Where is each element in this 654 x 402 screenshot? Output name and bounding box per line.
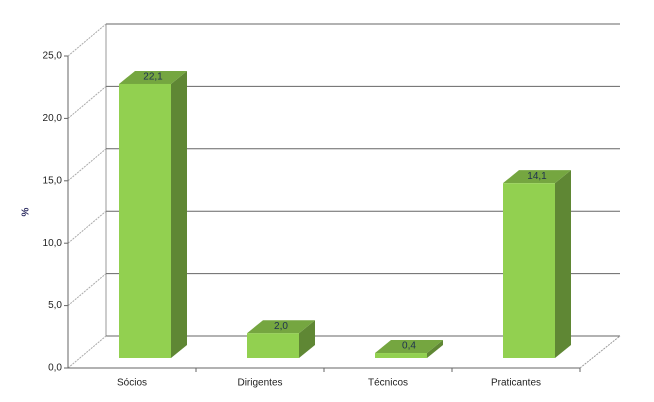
- bar-side: [555, 170, 571, 358]
- value-label: 2,0: [274, 321, 288, 332]
- grid-diagonal: [67, 23, 107, 57]
- grid-diagonal: [67, 86, 107, 119]
- grid-diagonal: [67, 210, 107, 244]
- y-tick-label: 25,0: [43, 51, 63, 62]
- y-tick-label: 20,0: [43, 113, 63, 124]
- bar: [375, 353, 427, 358]
- bar-top: [247, 320, 315, 334]
- y-tick-label: 0,0: [48, 363, 62, 374]
- bar-top: [503, 170, 571, 184]
- value-label: 22,1: [143, 72, 163, 83]
- x-tick-label: Técnicos: [368, 378, 408, 389]
- y-tick-label: 15,0: [43, 175, 63, 186]
- bar: [119, 83, 171, 359]
- floor-edge: [579, 335, 621, 369]
- bar-side: [171, 70, 187, 359]
- grid-diagonal: [67, 273, 107, 306]
- bar-top: [375, 340, 443, 354]
- value-label: 14,1: [527, 171, 547, 182]
- bar-top: [119, 70, 187, 84]
- grid-diagonal: [67, 335, 107, 369]
- x-tick-label: Sócios: [117, 378, 147, 389]
- grid-diagonal: [67, 148, 107, 182]
- bar-side: [427, 340, 443, 358]
- x-tick-label: Praticantes: [491, 378, 541, 389]
- bar-side: [299, 320, 315, 358]
- y-tick-label: 10,0: [43, 238, 63, 249]
- y-axis-label: %: [21, 207, 32, 216]
- value-label: 0,4: [402, 341, 416, 352]
- y-tick-label: 5,0: [48, 300, 62, 311]
- bar: [247, 333, 299, 358]
- x-tick-label: Dirigentes: [237, 378, 282, 389]
- bar: [503, 183, 555, 358]
